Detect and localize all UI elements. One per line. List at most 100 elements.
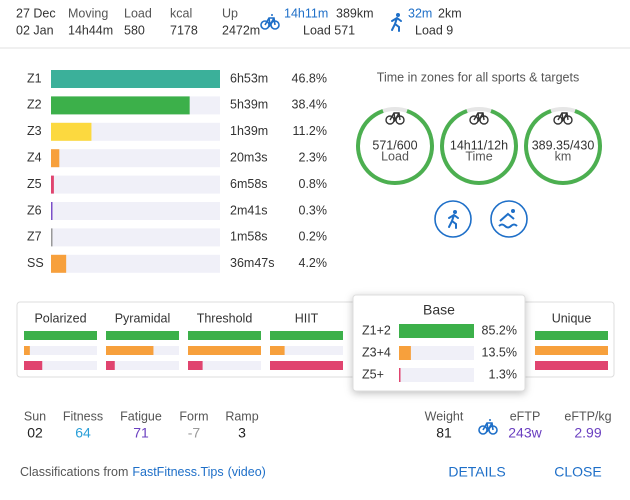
zone-bar	[51, 149, 60, 168]
fitness-value: -7	[188, 425, 201, 441]
zone-percent: 0.8%	[299, 177, 328, 191]
card-bar	[270, 361, 343, 370]
run-filter-icon	[448, 209, 459, 229]
ring-label: Time	[465, 149, 492, 163]
popup-label: Z3+4	[362, 345, 391, 359]
ring-value: 14h11/12h	[450, 138, 508, 152]
ring	[524, 109, 602, 185]
zone-time: 2m41s	[230, 203, 268, 217]
ring-value: 389.35/430	[532, 138, 595, 152]
popup-value: 1.3%	[489, 367, 518, 381]
fitness-label: Fitness	[63, 409, 103, 423]
zone-bar	[51, 70, 220, 88]
zone-name: SS	[27, 256, 44, 270]
base-popup	[352, 294, 526, 392]
zone-name: Z3	[27, 124, 42, 138]
popup-value: 85.2%	[482, 323, 517, 337]
run-time: 32m	[408, 6, 432, 20]
card-title: Pyramidal	[115, 311, 171, 325]
stat-value: 2472m	[222, 23, 260, 37]
stat-value: 580	[124, 23, 145, 37]
power-bike-icon	[478, 419, 498, 435]
popup-value: 13.5%	[482, 345, 517, 359]
zone-time: 6m58s	[230, 177, 268, 191]
ride-load: Load 571	[303, 23, 355, 37]
card-bar	[106, 361, 115, 370]
footer-link[interactable]: FastFitness.Tips	[132, 465, 223, 479]
fitness-value: 02	[27, 425, 43, 441]
card-bar	[188, 331, 261, 340]
card-title: Polarized	[34, 311, 86, 325]
zone-bar	[51, 202, 53, 220]
zone-name: Z2	[27, 98, 42, 112]
zone-name: Z5	[27, 177, 42, 191]
fitness-label: Ramp	[225, 409, 258, 423]
card-bar	[188, 346, 261, 355]
card-bar	[270, 331, 343, 340]
zone-track	[51, 254, 220, 273]
stat-label: Up	[222, 6, 238, 20]
details-button[interactable]: DETAILS	[448, 464, 505, 480]
card-track	[106, 361, 179, 370]
zone-track	[51, 228, 220, 247]
run-filter[interactable]	[434, 200, 472, 238]
card-track	[188, 361, 261, 370]
fitness-value: 71	[133, 425, 149, 441]
popup-label: Z1+2	[362, 323, 391, 337]
card-bar	[24, 346, 30, 355]
power-value: 81	[436, 425, 452, 441]
date-start: 27 Dec	[16, 6, 56, 20]
zone-bar	[51, 175, 54, 194]
swim-icon	[498, 209, 518, 229]
stat-value: 7178	[170, 23, 198, 37]
zone-percent: 0.2%	[299, 230, 328, 244]
popup-title: Base	[423, 302, 455, 318]
zone-percent: 11.2%	[292, 124, 327, 138]
popup-track	[399, 346, 474, 360]
zone-track	[51, 149, 220, 168]
fitness-label: Fatigue	[120, 409, 162, 423]
zone-time: 1h39m	[230, 124, 268, 138]
popup-label: Z5+	[362, 367, 384, 381]
popup-bar	[399, 346, 411, 360]
fitness-value: 64	[75, 425, 91, 441]
fitness-label: Form	[179, 409, 208, 423]
power-label: Weight	[425, 409, 464, 423]
card-bar	[106, 346, 154, 355]
card-bar	[24, 331, 97, 340]
card-bar	[24, 361, 43, 370]
close-button[interactable]: CLOSE	[554, 464, 601, 480]
card-title: Unique	[552, 311, 592, 325]
run-load: Load 9	[415, 23, 453, 37]
zone-name: Z7	[27, 230, 42, 244]
zone-bar	[51, 96, 190, 115]
date-end: 02 Jan	[16, 23, 54, 37]
stat-value: 14h44m	[68, 23, 113, 37]
ring-icon	[469, 112, 489, 125]
swim-filter[interactable]	[490, 200, 528, 238]
popup-track	[399, 368, 474, 382]
card-track	[24, 346, 97, 355]
zone-name: Z6	[27, 203, 42, 217]
zone-name: Z1	[27, 71, 42, 85]
card-track	[24, 361, 97, 370]
zone-track	[51, 202, 220, 220]
zone-percent: 38.4%	[292, 98, 327, 112]
ring-label: km	[555, 149, 572, 163]
card-bar	[535, 331, 608, 340]
zone-percent: 46.8%	[292, 71, 327, 85]
popup-bar	[399, 324, 474, 338]
zone-track	[51, 175, 220, 194]
zone-time: 5h39m	[230, 98, 268, 112]
zone-time: 36m47s	[230, 256, 274, 270]
zone-time: 1m58s	[230, 230, 268, 244]
footer-text: Classifications from FastFitness.Tips (vid…	[20, 465, 266, 479]
power-label: eFTP	[510, 409, 541, 423]
zone-time: 6h53m	[230, 71, 268, 85]
ring	[356, 109, 434, 185]
video-link[interactable]: (video)	[228, 465, 266, 479]
power-label: eFTP/kg	[564, 409, 611, 423]
zone-bar	[51, 122, 92, 141]
zone-bar	[51, 254, 67, 273]
card-bar	[535, 346, 608, 355]
